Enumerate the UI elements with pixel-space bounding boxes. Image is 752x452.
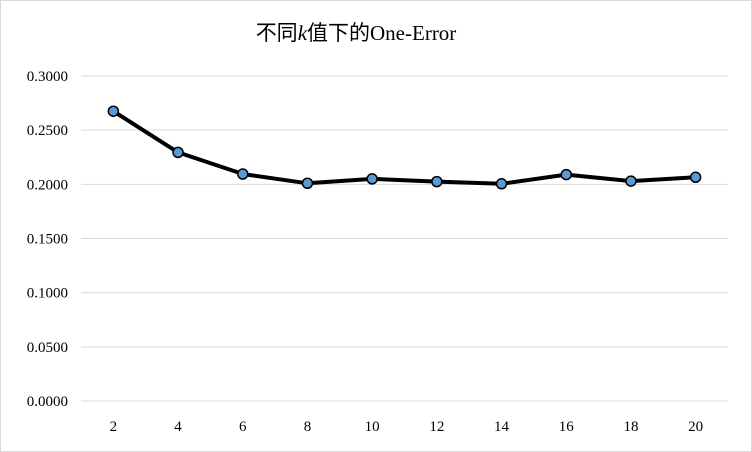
title-k: k (297, 21, 308, 45)
chart-title: 不同k值下的One-Error (1, 17, 711, 47)
x-tick-label: 8 (304, 419, 312, 435)
x-tick-label: 12 (429, 419, 444, 435)
title-pre: 不同 (255, 21, 298, 45)
x-tick-label: 6 (239, 419, 247, 435)
y-tick-label: 0.2500 (27, 123, 68, 139)
x-tick-label: 10 (365, 419, 380, 435)
data-point (689, 171, 702, 184)
y-tick-label: 0.1000 (27, 286, 68, 302)
data-point (366, 173, 378, 185)
y-tick-label: 0.3000 (27, 69, 68, 85)
x-tick-label: 14 (494, 419, 510, 435)
data-point (495, 178, 508, 190)
data-point (301, 177, 314, 189)
y-axis: 0.0000 0.0500 0.1000 0.1500 0.2000 0.2500 0.30… (27, 69, 68, 410)
x-tick-label: 18 (623, 419, 638, 435)
data-point (560, 168, 572, 181)
y-tick-label: 0.0500 (27, 340, 68, 356)
series-line (111, 109, 698, 186)
x-tick-label: 20 (688, 419, 703, 435)
series-layer (107, 105, 702, 190)
y-tick-label: 0.0000 (27, 394, 68, 410)
data-point (237, 168, 249, 180)
data-point (107, 105, 120, 117)
y-tick-label: 0.2000 (27, 177, 68, 193)
data-point (431, 175, 443, 188)
x-tick-label: 2 (110, 419, 118, 435)
x-axis: 2 4 6 8 10 12 14 16 18 20 (110, 419, 704, 435)
x-tick-label: 4 (174, 419, 182, 435)
grid-layer (81, 75, 728, 402)
x-tick-label: 16 (559, 419, 575, 435)
data-point (625, 175, 637, 187)
y-tick-label: 0.1500 (27, 232, 68, 248)
data-point (172, 146, 184, 159)
title-post: 值下的One-Error (307, 21, 457, 45)
